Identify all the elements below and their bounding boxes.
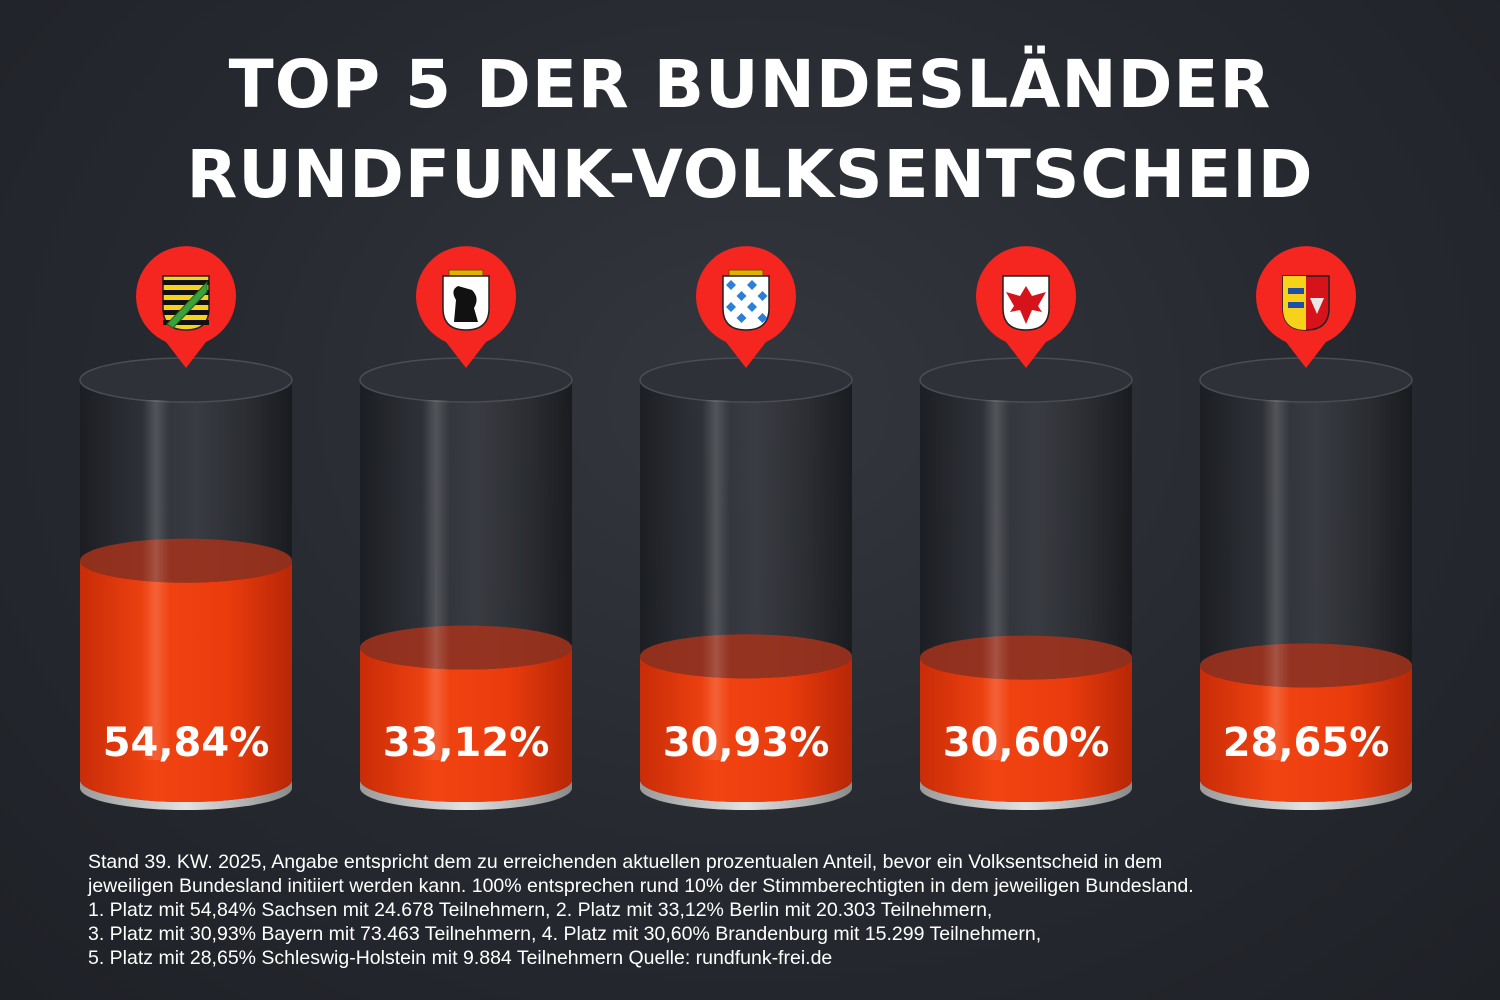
berlin-coat-of-arms-icon xyxy=(442,269,490,331)
bar-fill xyxy=(360,647,572,802)
bar-fill-surface xyxy=(360,625,572,670)
footnote-line: 1. Platz mit 54,84% Sachsen mit 24.678 T… xyxy=(88,899,993,921)
value-label: 28,65% xyxy=(1223,720,1390,766)
schleswig-holstein-coat-of-arms-icon xyxy=(1282,275,1330,331)
cylinder-brandenburg: 30,60% xyxy=(919,246,1133,810)
title-line-2: RUNDFUNK-VOLKSENTSCHEID xyxy=(186,136,1314,213)
footnote-line: 5. Platz mit 28,65% Schleswig-Holstein m… xyxy=(88,947,833,969)
value-label: 33,12% xyxy=(383,720,550,766)
footnote-line: 3. Platz mit 30,93% Bayern mit 73.463 Te… xyxy=(88,923,1042,945)
cylinder-berlin: 33,12% xyxy=(359,246,573,810)
bar-fill-surface xyxy=(80,538,292,583)
value-label: 30,93% xyxy=(663,720,830,766)
bar-fill xyxy=(640,656,852,802)
footnote-line: jeweiligen Bundesland initiiert werden k… xyxy=(88,875,1194,897)
cylinder-schleswig-holstein: 28,65% xyxy=(1199,246,1413,810)
bar-fill xyxy=(1200,665,1412,802)
value-label: 54,84% xyxy=(103,720,270,766)
brandenburg-coat-of-arms-icon xyxy=(1002,275,1050,331)
bar-fill xyxy=(920,657,1132,802)
footnote: Stand 39. KW. 2025, Angabe entspricht de… xyxy=(88,850,1468,970)
bar-fill-surface xyxy=(1200,643,1412,688)
bar-fill xyxy=(80,560,292,802)
value-label: 30,60% xyxy=(943,720,1110,766)
cylinder-bayern: 30,93% xyxy=(639,246,853,810)
saxony-coat-of-arms-icon xyxy=(162,275,210,331)
bar-fill-surface xyxy=(920,635,1132,680)
title-line-1: TOP 5 DER BUNDESLÄNDER xyxy=(228,46,1272,123)
cylinder-sachsen: 54,84% xyxy=(79,246,293,810)
bar-fill-surface xyxy=(640,634,852,679)
bavaria-coat-of-arms-icon xyxy=(722,269,770,331)
footnote-line: Stand 39. KW. 2025, Angabe entspricht de… xyxy=(88,851,1163,873)
